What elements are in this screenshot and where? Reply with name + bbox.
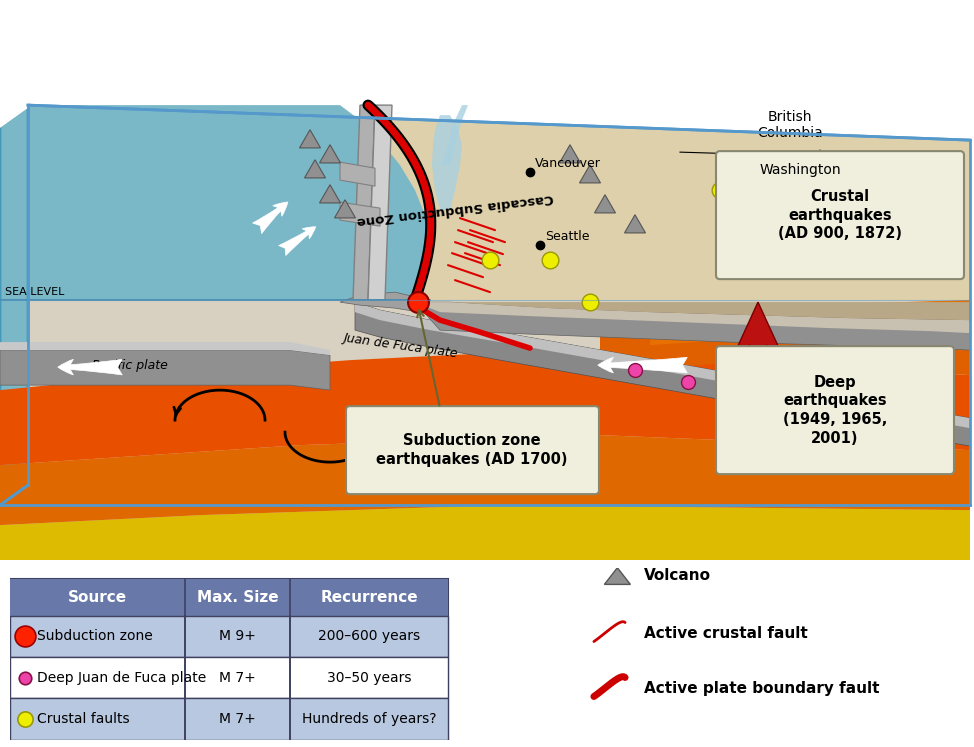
Polygon shape [605,568,630,584]
Polygon shape [0,350,330,390]
Polygon shape [340,162,375,186]
Polygon shape [353,105,375,300]
FancyBboxPatch shape [10,616,448,657]
Text: Deep Juan de Fuca plate: Deep Juan de Fuca plate [37,671,206,685]
Text: Subduction zone
earthquakes (AD 1700): Subduction zone earthquakes (AD 1700) [376,433,568,467]
Text: Vancouver: Vancouver [535,157,601,170]
Polygon shape [334,199,356,218]
Polygon shape [809,149,831,168]
Polygon shape [624,214,646,233]
FancyBboxPatch shape [10,578,448,616]
Text: Pacific plate: Pacific plate [93,359,168,371]
Polygon shape [28,105,428,300]
FancyBboxPatch shape [716,346,954,474]
Text: Hundreds of years?: Hundreds of years? [302,712,436,726]
Polygon shape [559,145,581,163]
Text: Seattle: Seattle [545,230,589,243]
FancyBboxPatch shape [10,698,448,740]
Polygon shape [415,302,970,350]
Polygon shape [28,105,970,300]
Text: 200–600 years: 200–600 years [318,630,420,643]
Polygon shape [442,105,468,165]
Polygon shape [305,160,325,178]
Polygon shape [355,302,970,446]
Text: M 7+: M 7+ [219,712,256,726]
Polygon shape [319,145,341,163]
Polygon shape [0,105,28,505]
Polygon shape [340,202,380,226]
Text: Source: Source [68,589,127,604]
Text: M 7+: M 7+ [219,671,256,685]
Polygon shape [415,302,970,333]
Polygon shape [319,185,341,203]
Polygon shape [299,130,320,148]
FancyBboxPatch shape [716,151,964,279]
FancyBboxPatch shape [346,406,599,494]
Text: Cascadia Subduction Zone: Cascadia Subduction Zone [356,191,554,227]
Text: Juan de Fuca plate: Juan de Fuca plate [342,331,458,359]
Polygon shape [0,505,970,560]
Text: Crustal faults: Crustal faults [37,712,130,726]
Text: SEA LEVEL: SEA LEVEL [5,287,64,297]
Text: M 9+: M 9+ [219,630,256,643]
Text: Crustal
earthquakes
(AD 900, 1872): Crustal earthquakes (AD 900, 1872) [778,189,902,241]
Text: Volcano: Volcano [645,568,711,583]
Polygon shape [600,300,970,375]
Polygon shape [0,435,970,525]
Polygon shape [0,342,330,355]
Text: Active plate boundary fault: Active plate boundary fault [645,681,880,696]
Text: British
Columbia: British Columbia [757,110,823,140]
Text: 30–50 years: 30–50 years [327,671,411,685]
Polygon shape [432,115,462,210]
Polygon shape [415,302,970,320]
Polygon shape [355,302,970,428]
Text: Deep
earthquakes
(1949, 1965,
2001): Deep earthquakes (1949, 1965, 2001) [783,375,887,445]
Polygon shape [650,300,970,345]
Polygon shape [0,350,970,465]
Text: Washington: Washington [759,163,841,177]
Polygon shape [736,302,780,365]
Polygon shape [0,300,970,560]
Polygon shape [368,105,392,300]
Text: Subduction zone: Subduction zone [37,630,153,643]
Text: Max. Size: Max. Size [197,589,279,604]
Polygon shape [340,292,428,312]
Text: Recurrence: Recurrence [320,589,418,604]
Polygon shape [580,165,601,183]
FancyBboxPatch shape [10,657,448,698]
Polygon shape [594,195,616,213]
Text: Active crustal fault: Active crustal fault [645,626,808,641]
